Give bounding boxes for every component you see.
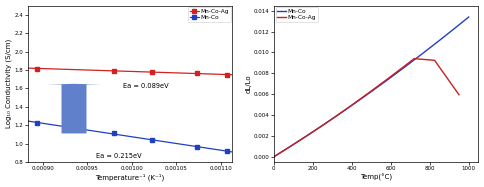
Text: Ea = 0.215eV: Ea = 0.215eV: [96, 153, 142, 159]
Line: Mn-Co: Mn-Co: [274, 17, 469, 157]
Mn-Co: [271, 156, 277, 158]
Mn-Co: [466, 16, 471, 18]
Text: Ea = 0.089eV: Ea = 0.089eV: [123, 83, 168, 89]
Mn-Co: [359, 97, 365, 99]
Mn-Co: [321, 123, 327, 125]
Mn-Co-Ag: [456, 94, 462, 96]
Y-axis label: dL/Lo: dL/Lo: [245, 74, 251, 93]
Legend: Mn-Co, Mn-Co-Ag: Mn-Co, Mn-Co-Ag: [275, 7, 318, 22]
Mn-Co-Ag: [411, 58, 417, 60]
Y-axis label: Log₁₀ Conductivity (S/cm): Log₁₀ Conductivity (S/cm): [5, 39, 12, 128]
Mn-Co-Ag: [386, 77, 392, 79]
X-axis label: Temperature⁻¹ (K⁻¹): Temperature⁻¹ (K⁻¹): [95, 174, 165, 181]
X-axis label: Temp(°C): Temp(°C): [360, 174, 392, 181]
Mn-Co: [401, 67, 407, 69]
Mn-Co: [418, 54, 424, 56]
Mn-Co-Ag: [438, 68, 444, 70]
Mn-Co: [386, 78, 392, 80]
Mn-Co-Ag: [405, 62, 411, 65]
Legend: Mn-Co-Ag, Mn-Co: Mn-Co-Ag, Mn-Co: [188, 7, 230, 22]
Mn-Co: [305, 134, 311, 136]
Mn-Co-Ag: [434, 62, 439, 64]
Mn-Co-Ag: [415, 58, 421, 60]
Mn-Co-Ag: [271, 156, 277, 158]
Mn-Co-Ag: [282, 149, 287, 151]
Line: Mn-Co-Ag: Mn-Co-Ag: [274, 59, 459, 157]
